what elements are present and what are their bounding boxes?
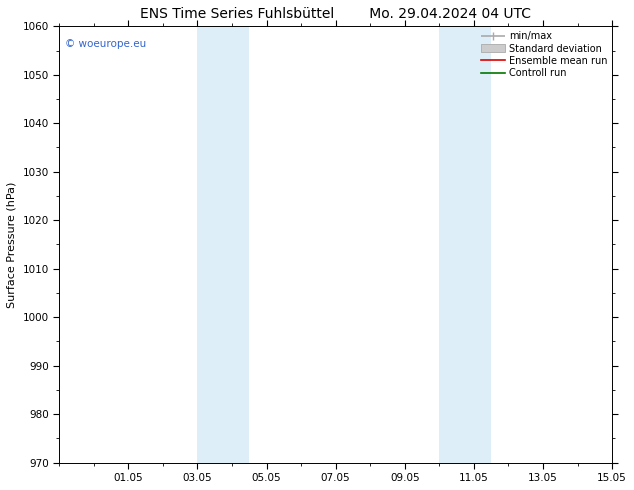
Text: © woeurope.eu: © woeurope.eu — [65, 39, 146, 49]
Bar — [197, 26, 249, 463]
Y-axis label: Surface Pressure (hPa): Surface Pressure (hPa) — [7, 181, 17, 308]
Title: ENS Time Series Fuhlsbüttel        Mo. 29.04.2024 04 UTC: ENS Time Series Fuhlsbüttel Mo. 29.04.20… — [140, 7, 531, 21]
Bar — [439, 26, 491, 463]
Legend: min/max, Standard deviation, Ensemble mean run, Controll run: min/max, Standard deviation, Ensemble me… — [479, 29, 609, 80]
